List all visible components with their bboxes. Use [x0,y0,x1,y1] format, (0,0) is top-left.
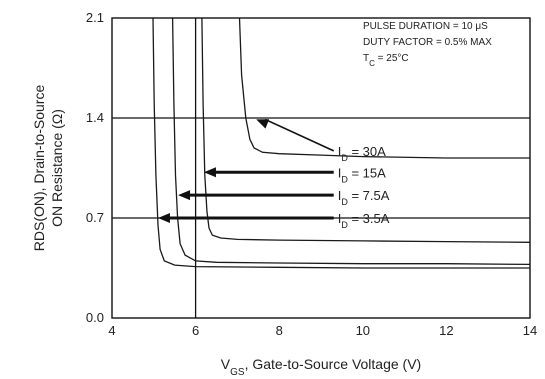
x-tick-label: 6 [192,323,199,338]
callout-arrowhead-3 [157,213,170,223]
series-line-2 [171,17,531,266]
note-line-2: TC = 25°C [363,53,409,68]
x-tick-label: 4 [108,323,115,338]
y-tick-labels: 0.0 0.7 1.4 2.1 [86,10,104,325]
callout-arrows [157,118,335,223]
plot-frame [111,17,531,319]
y-axis-label: RDS(ON), Drain-to-Source ON Resistance (… [31,85,65,252]
x-tick-label: 14 [523,323,537,338]
callout-arrowhead-2 [178,190,191,201]
x-tick-labels: 4 6 8 10 12 14 [108,323,537,338]
y-tick-label: 0.7 [86,210,104,225]
callout-labels: ID = 30A ID = 15A ID = 7.5A ID = 3.5A [338,144,390,230]
y-tick-label: 2.1 [86,10,104,25]
y-tick-label: 0.0 [86,310,104,325]
note-line-1: DUTY FACTOR = 0.5% MAX [363,37,492,48]
series-label-3: ID = 3.5A [338,211,390,230]
curves [152,17,531,269]
series-label-1: ID = 15A [338,165,386,184]
note-line-0: PULSE DURATION = 10 μS [363,21,488,32]
x-tick-label: 8 [276,323,283,338]
series-line-3 [152,17,530,269]
y-axis-label-line2: ON Resistance (Ω) [49,109,65,227]
series-label-2: ID = 7.5A [338,188,390,207]
callout-arrowhead-0 [256,119,270,129]
series-label-0: ID = 30A [338,144,386,163]
x-tick-label: 10 [356,323,370,338]
y-axis-label-line1: RDS(ON), Drain-to-Source [31,85,47,252]
series-line-0 [238,17,530,159]
series-line-1 [201,17,531,243]
x-tick-label: 12 [439,323,453,338]
y-tick-label: 1.4 [86,110,104,125]
callout-arrow-0 [264,118,335,152]
test-conditions-note: PULSE DURATION = 10 μS DUTY FACTOR = 0.5%… [363,21,492,68]
x-axis-label: VGS, Gate-to-Source Voltage (V) [221,356,421,378]
callout-arrowhead-1 [203,167,216,178]
